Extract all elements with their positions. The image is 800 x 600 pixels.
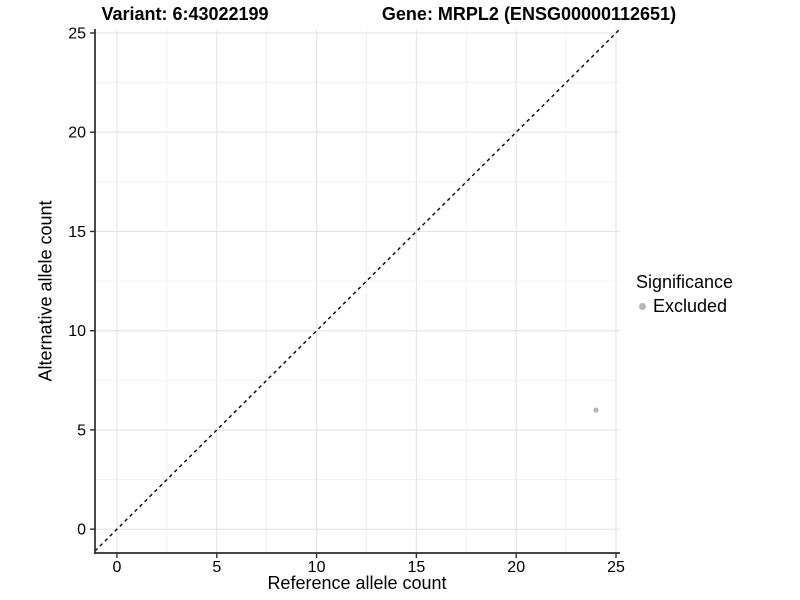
plot-title-gene: Gene: MRPL2 (ENSG00000112651) xyxy=(381,4,677,24)
identity-line xyxy=(94,28,621,552)
legend: Significance Excluded xyxy=(636,272,733,317)
y-axis-title: Alternative allele count xyxy=(35,200,56,382)
x-tick-label: 0 xyxy=(113,559,122,576)
x-tick-label: 15 xyxy=(407,559,425,576)
legend-entry-excluded: Excluded xyxy=(636,296,733,317)
x-tick-label: 10 xyxy=(308,559,326,576)
y-tick-label: 10 xyxy=(68,323,86,340)
y-tick-label: 20 xyxy=(68,125,86,142)
x-axis-title: Reference allele count xyxy=(267,573,447,593)
x-tick-label: 20 xyxy=(507,559,525,576)
legend-entry-label: Excluded xyxy=(653,296,728,316)
x-tick-label: 25 xyxy=(607,559,625,576)
y-tick-label: 15 xyxy=(68,224,86,241)
y-tick-label: 25 xyxy=(68,25,86,42)
plot-title-variant: Variant: 6:43022199 xyxy=(101,4,269,24)
legend-title: Significance xyxy=(636,272,734,292)
x-tick-label: 5 xyxy=(212,559,221,576)
y-tick-label: 5 xyxy=(77,422,86,439)
legend-point-icon xyxy=(639,303,646,310)
y-tick-label: 0 xyxy=(77,522,86,539)
data-point xyxy=(593,407,599,413)
